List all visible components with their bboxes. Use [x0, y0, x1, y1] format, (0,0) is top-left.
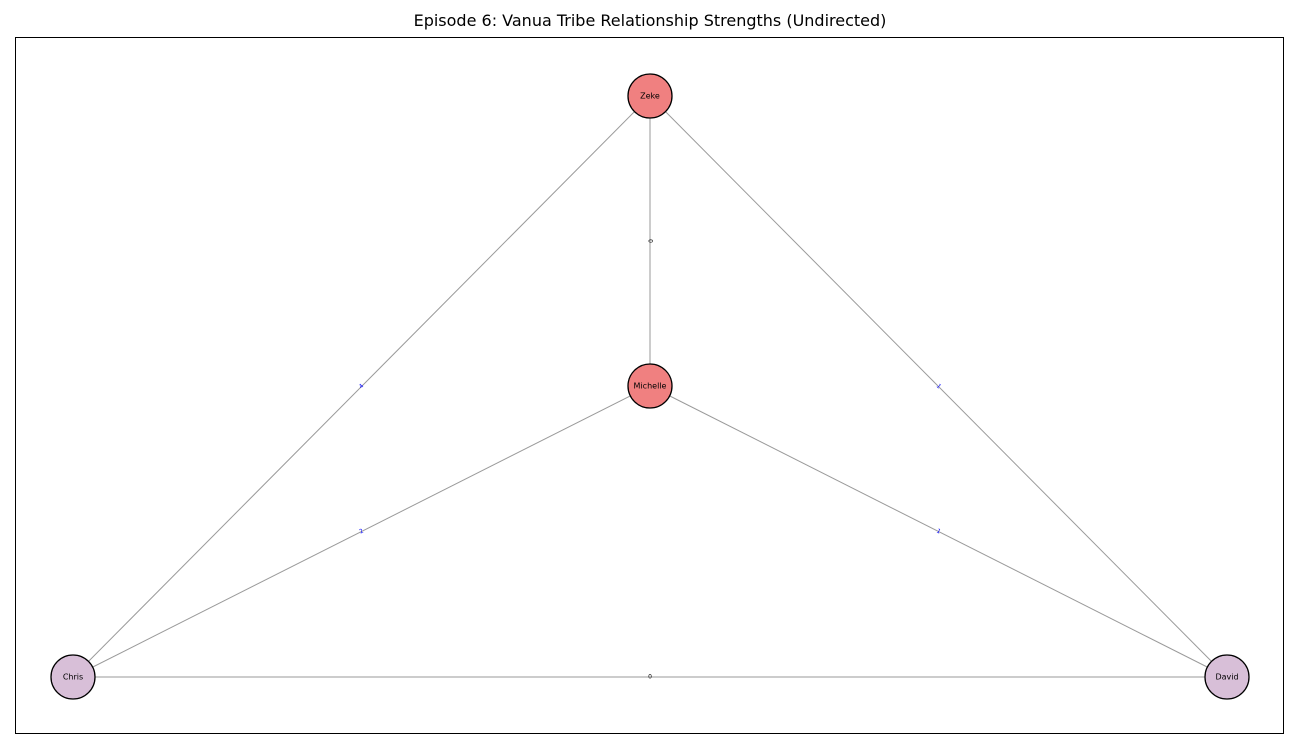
node-label-david: David	[1215, 673, 1238, 682]
node-circle-chris	[50, 654, 96, 700]
node-david: David	[1204, 654, 1250, 700]
node-label-chris: Chris	[63, 673, 83, 682]
plot-frame	[15, 37, 1284, 734]
node-circle-david	[1204, 654, 1250, 700]
node-circle-michelle	[627, 363, 673, 409]
edge-weight-label-michelle-david: 1	[935, 528, 942, 536]
edge-weight-label-chris-david: 0	[648, 674, 652, 681]
edges-layer	[72, 95, 1228, 678]
edge-weight-label-zeke-david: 1	[935, 383, 943, 391]
edge-zeke-david	[649, 95, 1228, 678]
node-label-zeke: Zeke	[640, 92, 660, 101]
graph-title: Episode 6: Vanua Tribe Relationship Stre…	[413, 11, 887, 30]
node-label-michelle: Michelle	[634, 382, 667, 391]
edge-michelle-david	[649, 385, 1228, 678]
node-circle-zeke	[627, 73, 673, 119]
edge-weight-label-michelle-chris: 2	[358, 527, 365, 535]
node-chris: Chris	[50, 654, 96, 700]
edge-labels-layer: 0 4 1 2 1 0	[358, 239, 943, 680]
edge-weight-label-zeke-chris: 4	[358, 383, 366, 391]
edge-michelle-chris	[72, 385, 651, 678]
node-michelle: Michelle	[627, 363, 673, 409]
edge-weight-label-zeke-michelle: 0	[647, 239, 654, 243]
nodes-layer: Zeke Michelle Chris David	[50, 73, 1250, 700]
node-zeke: Zeke	[627, 73, 673, 119]
edge-zeke-chris	[72, 95, 651, 678]
